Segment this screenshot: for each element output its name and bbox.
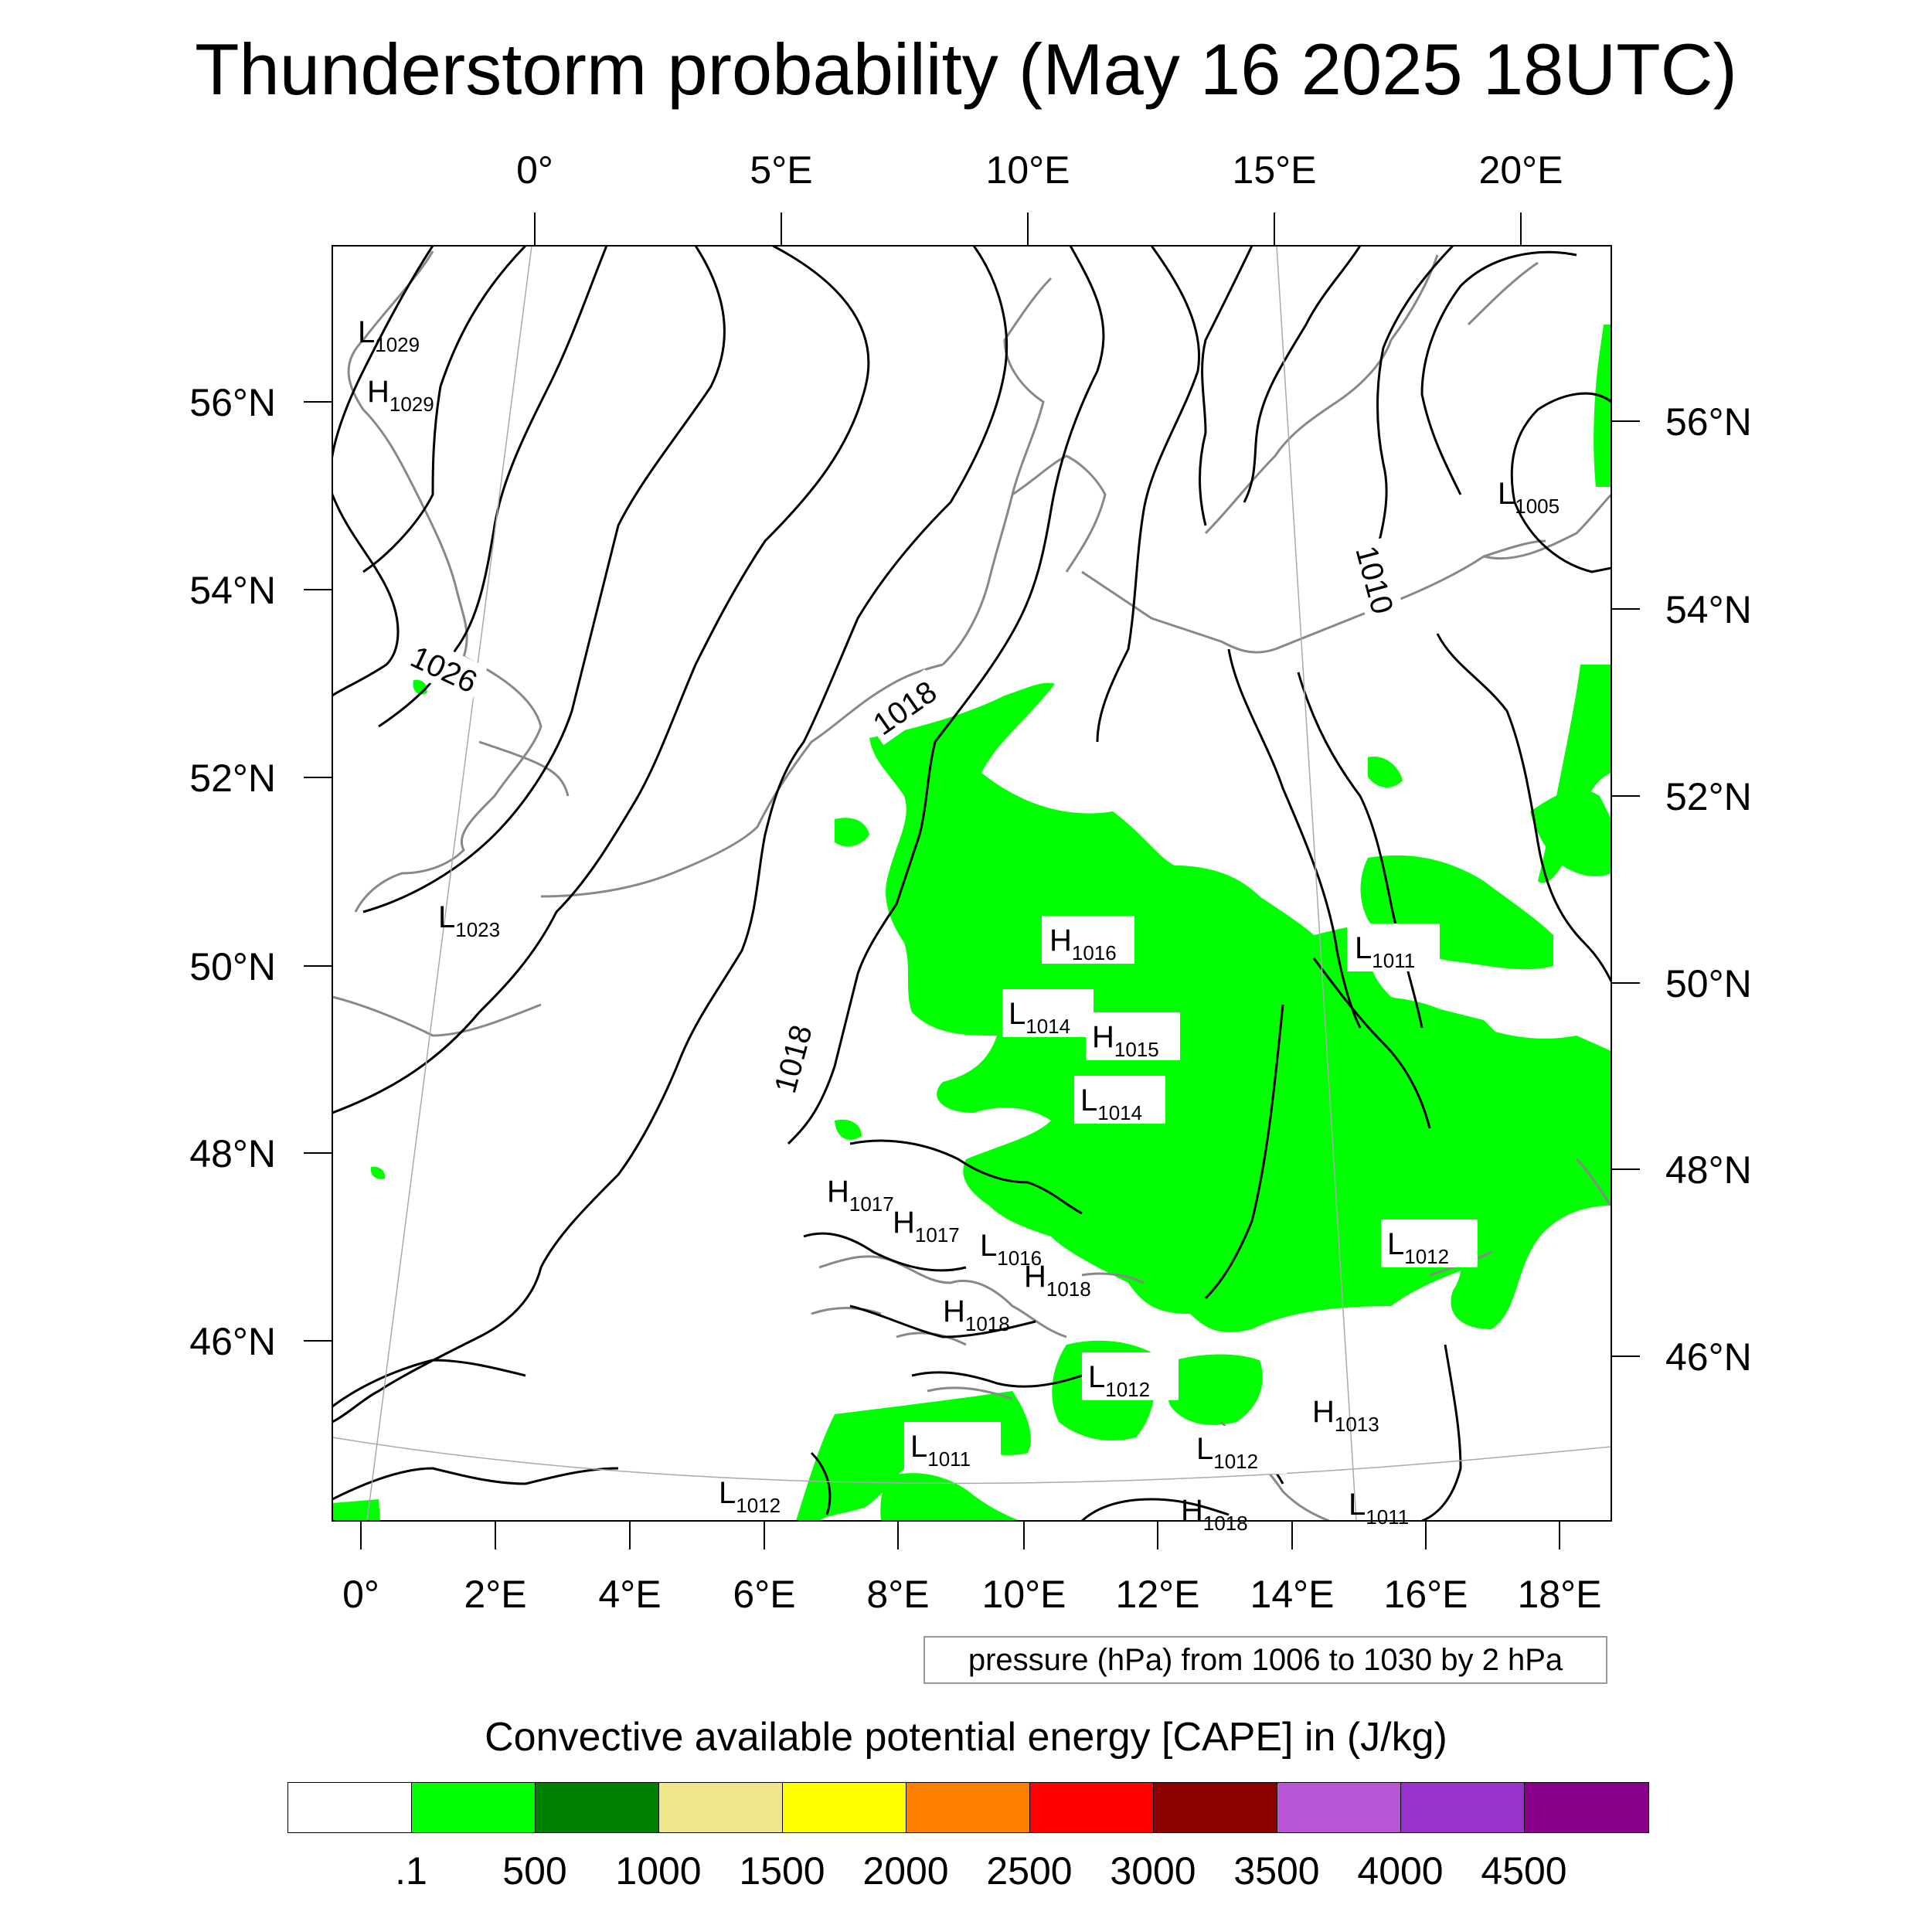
colorbar-label: 500 <box>502 1849 567 1893</box>
left-lat-label: 50°N <box>189 945 276 988</box>
pressure-center-label: H1017 <box>827 1175 894 1216</box>
contour-info-box: pressure (hPa) from 1006 to 1030 by 2 hP… <box>923 1636 1607 1684</box>
pressure-center-label: L1012 <box>1387 1227 1449 1268</box>
left-ticks <box>304 401 332 1342</box>
left-lat-label: 56°N <box>189 381 276 424</box>
colorbar-swatch <box>1030 1783 1154 1832</box>
pressure-center-label: L1011 <box>1355 931 1415 972</box>
colorbar-swatch <box>288 1783 412 1832</box>
colorbar-swatch <box>1154 1783 1277 1832</box>
bottom-lon-label: 6°E <box>733 1573 795 1616</box>
colorbar-swatch <box>536 1783 659 1832</box>
colorbar-label: 1000 <box>615 1849 702 1893</box>
colorbar-swatch <box>1277 1783 1401 1832</box>
pressure-center-label: H1017 <box>893 1206 960 1247</box>
left-lat-label: 46°N <box>189 1320 276 1363</box>
pressure-center-label: H1018 <box>943 1294 1010 1335</box>
pressure-center-label: L1014 <box>1009 997 1070 1038</box>
colorbar-label: .1 <box>395 1849 427 1893</box>
colorbar-swatch <box>906 1783 1030 1832</box>
colorbar-swatch <box>1525 1783 1648 1832</box>
map-title: Thunderstorm probability (May 16 2025 18… <box>195 29 1737 110</box>
colorbar-swatch <box>783 1783 906 1832</box>
colorbar-swatch <box>412 1783 536 1832</box>
bottom-lon-label: 0° <box>342 1573 379 1616</box>
right-lat-label: 46°N <box>1665 1335 1752 1379</box>
pressure-center-label: L1005 <box>1498 477 1560 518</box>
pressure-center-label: L1011 <box>910 1430 971 1471</box>
right-lat-label: 56°N <box>1665 400 1752 444</box>
pressure-center-label: H1013 <box>1312 1395 1379 1436</box>
bottom-lon-label: 8°E <box>866 1573 929 1616</box>
colorbar-label: 2500 <box>986 1849 1073 1893</box>
top-lon-label: 15°E <box>1233 148 1317 192</box>
bottom-lon-label: 2°E <box>464 1573 526 1616</box>
coastlines <box>332 250 1611 1521</box>
pressure-center-label: L1016 <box>980 1229 1042 1270</box>
bottom-lon-label: 18°E <box>1518 1573 1602 1616</box>
pressure-center-label: H1018 <box>1181 1494 1248 1535</box>
pressure-center-label: L1011 <box>1349 1488 1409 1529</box>
projection-grid <box>332 246 1611 1521</box>
top-lon-label: 10°E <box>986 148 1070 192</box>
bottom-lon-label: 16°E <box>1384 1573 1468 1616</box>
colorbar-swatch <box>659 1783 783 1832</box>
bottom-lon-label: 10°E <box>982 1573 1066 1616</box>
map-frame <box>332 245 1612 1522</box>
colorbar-label: 4000 <box>1357 1849 1444 1893</box>
colorbar-label: 1500 <box>739 1849 825 1893</box>
pressure-centers: L1029 H1029 L1023 L1005 H1016 L1011 L101… <box>358 315 1560 1535</box>
colorbar-swatch <box>1401 1783 1525 1832</box>
pressure-center-label: L1029 <box>358 315 420 356</box>
left-lat-label: 48°N <box>189 1132 276 1175</box>
right-lat-label: 54°N <box>1665 588 1752 631</box>
left-lat-label: 52°N <box>189 757 276 800</box>
right-lat-label: 52°N <box>1665 775 1752 818</box>
colorbar-label: 3000 <box>1110 1849 1196 1893</box>
pressure-center-label: L1023 <box>438 900 500 941</box>
top-lon-label: 20°E <box>1479 148 1563 192</box>
left-lat-label: 54°N <box>189 569 276 612</box>
pressure-center-label: H1029 <box>367 375 434 416</box>
bottom-lon-label: 14°E <box>1250 1573 1335 1616</box>
bottom-lon-label: 12°E <box>1116 1573 1200 1616</box>
pressure-center-label: H1018 <box>1024 1260 1091 1301</box>
top-lon-label: 0° <box>516 148 553 192</box>
colorbar-label: 2000 <box>862 1849 949 1893</box>
pressure-center-label: H1015 <box>1092 1020 1159 1061</box>
bottom-lon-label: 4°E <box>598 1573 661 1616</box>
colorbar-label: 3500 <box>1233 1849 1320 1893</box>
colorbar-label: 4500 <box>1481 1849 1567 1893</box>
top-lon-label: 5°E <box>750 148 812 192</box>
pressure-center-label: H1016 <box>1049 923 1117 964</box>
right-ticks <box>1611 420 1640 1357</box>
top-ticks <box>534 213 1522 246</box>
cape-regions <box>332 325 1611 1521</box>
pressure-center-label: L1012 <box>1196 1432 1258 1473</box>
pressure-center-label: L1014 <box>1080 1083 1142 1124</box>
colorbar <box>287 1782 1649 1833</box>
right-lat-label: 48°N <box>1665 1148 1752 1192</box>
colorbar-title: Convective available potential energy [C… <box>485 1715 1447 1760</box>
pressure-center-label: L1012 <box>1088 1360 1150 1401</box>
right-lat-label: 50°N <box>1665 962 1752 1005</box>
pressure-center-label: L1012 <box>719 1476 781 1517</box>
bottom-ticks <box>360 1521 1560 1549</box>
